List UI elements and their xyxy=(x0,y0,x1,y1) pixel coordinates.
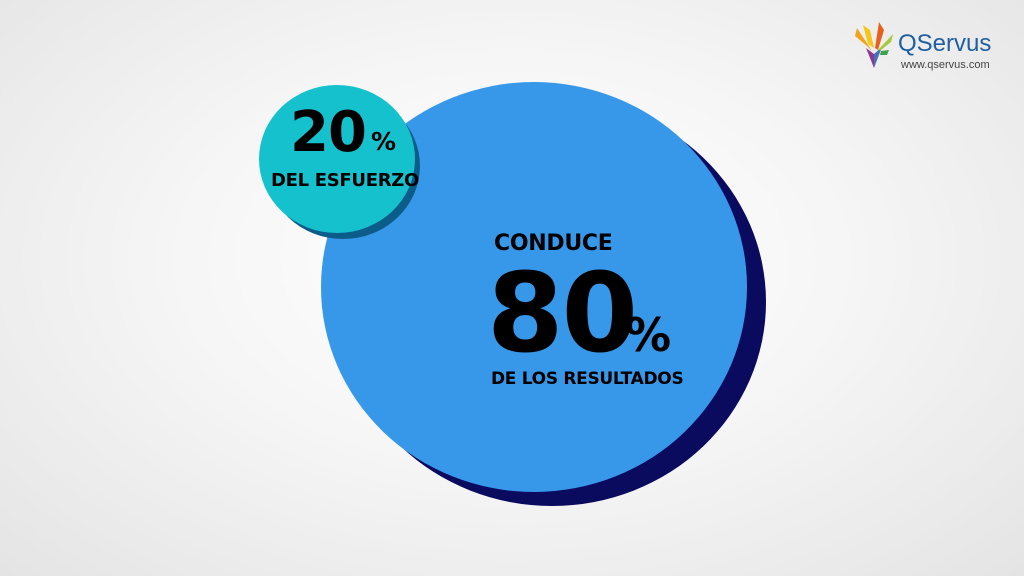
effort-circle xyxy=(259,85,415,233)
effort-percent-value: 20 xyxy=(290,100,367,165)
bird-logo-icon xyxy=(853,20,895,72)
brand-name: QServus xyxy=(898,30,992,57)
result-prefix: CONDUCE xyxy=(494,231,613,256)
brand-url: www.qservus.com xyxy=(901,59,990,71)
effort-label: DEL ESFUERZO xyxy=(271,170,420,191)
effort-percent-sign: % xyxy=(371,127,397,156)
result-percent-value: 80 xyxy=(487,249,638,377)
result-label: DE LOS RESULTADOS xyxy=(491,369,684,389)
result-percent-sign: % xyxy=(625,308,672,362)
